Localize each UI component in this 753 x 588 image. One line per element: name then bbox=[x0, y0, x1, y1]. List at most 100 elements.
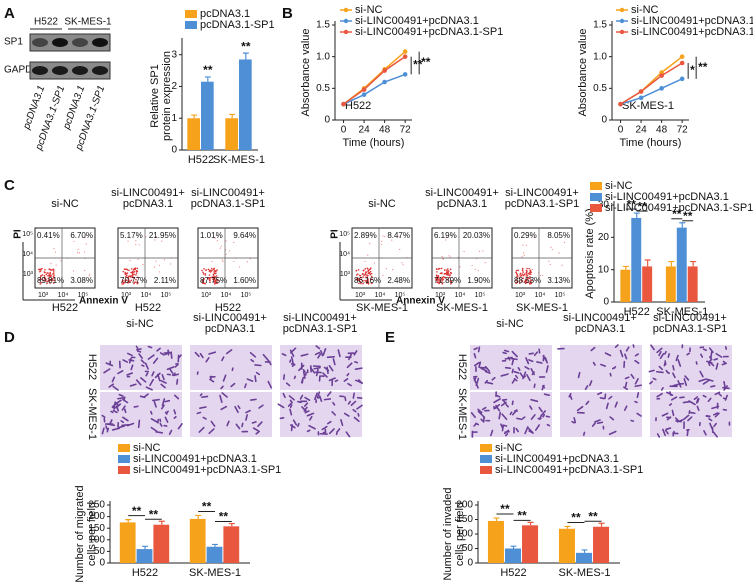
cell bbox=[511, 358, 515, 366]
cell bbox=[205, 357, 210, 363]
cell-dot bbox=[449, 268, 452, 271]
cell bbox=[524, 366, 530, 370]
column-title: pcDNA3.1 bbox=[205, 323, 255, 335]
cell-dot bbox=[52, 268, 54, 271]
cell-dot bbox=[209, 269, 211, 271]
blot-strip bbox=[29, 61, 111, 80]
cell bbox=[484, 365, 491, 372]
cell bbox=[147, 354, 155, 360]
cell-dot bbox=[60, 260, 62, 262]
bar bbox=[593, 526, 610, 563]
point bbox=[361, 87, 367, 92]
quadrant-percent: 70.77% bbox=[120, 276, 147, 285]
cell bbox=[122, 416, 129, 422]
cell bbox=[317, 353, 322, 359]
cell-dot bbox=[48, 280, 50, 283]
cell bbox=[322, 348, 327, 356]
cell bbox=[715, 362, 719, 370]
column-title: si-LINC00491+ bbox=[283, 312, 357, 324]
y-tick-label: 10³ bbox=[23, 271, 34, 278]
cell bbox=[504, 433, 509, 437]
cell bbox=[534, 424, 540, 431]
cell bbox=[498, 411, 502, 420]
cell-dot bbox=[357, 277, 360, 280]
cell-dot bbox=[442, 276, 445, 278]
cell bbox=[285, 382, 291, 387]
cell-dot bbox=[517, 275, 519, 277]
cell bbox=[623, 386, 629, 390]
y-tick-label: 250 bbox=[88, 500, 105, 511]
cell bbox=[656, 433, 661, 438]
cell bbox=[693, 396, 699, 401]
y-tick-label: 0 bbox=[324, 115, 330, 126]
point bbox=[638, 95, 644, 101]
significance: ** bbox=[672, 207, 682, 221]
cell-dot bbox=[363, 274, 365, 277]
x-tick-label: 24 bbox=[636, 125, 648, 136]
cell-dot bbox=[122, 283, 125, 285]
column-title: si-LINC00491+ bbox=[653, 312, 727, 324]
cell bbox=[108, 383, 115, 388]
cell-dot bbox=[38, 279, 40, 281]
y-tick-label: 0 bbox=[171, 145, 177, 156]
cell bbox=[306, 412, 315, 417]
cell bbox=[225, 349, 233, 355]
blot-band bbox=[72, 38, 88, 47]
cell bbox=[166, 366, 175, 371]
legend-label: si-NC bbox=[355, 4, 383, 16]
cell bbox=[594, 419, 601, 423]
cell-dot bbox=[89, 273, 91, 275]
cell-dot bbox=[225, 253, 227, 255]
cell bbox=[326, 366, 329, 375]
cell bbox=[255, 431, 260, 435]
cell-dot bbox=[45, 273, 48, 276]
cell bbox=[546, 423, 551, 427]
cell-dot bbox=[447, 272, 450, 275]
cell-dot bbox=[121, 283, 123, 285]
cell-dot bbox=[522, 277, 525, 279]
significance: ** bbox=[517, 509, 527, 523]
protein-label: SP1 bbox=[4, 37, 23, 48]
cell-dot bbox=[72, 270, 75, 272]
cell bbox=[156, 347, 161, 352]
cell-dot bbox=[135, 281, 137, 283]
cell bbox=[485, 381, 494, 385]
cell-dot bbox=[135, 243, 137, 246]
significance: ** bbox=[421, 55, 431, 69]
cell bbox=[234, 405, 239, 414]
cell bbox=[244, 383, 247, 389]
x-tick-label: 10⁴ bbox=[535, 292, 546, 299]
row-label: H522 bbox=[456, 354, 468, 380]
cell bbox=[159, 352, 165, 356]
cell bbox=[282, 392, 286, 399]
cell bbox=[353, 416, 360, 423]
cell-dot bbox=[528, 267, 530, 270]
cell bbox=[178, 354, 182, 359]
cell bbox=[208, 351, 217, 355]
cell bbox=[309, 367, 316, 374]
x-tick-label: H522 bbox=[624, 306, 650, 318]
cell-dot bbox=[155, 260, 157, 262]
cell bbox=[144, 362, 149, 370]
cell bbox=[480, 367, 488, 372]
cell-dot bbox=[448, 276, 451, 279]
cell-dot bbox=[209, 279, 211, 281]
cell bbox=[141, 364, 145, 367]
cell bbox=[337, 349, 341, 358]
cell-dot bbox=[124, 268, 127, 271]
cell-dot bbox=[384, 235, 386, 238]
cell-dot bbox=[73, 240, 75, 243]
cell-dot bbox=[446, 273, 448, 276]
panel-letter: E bbox=[385, 329, 395, 346]
cell-dot bbox=[204, 282, 206, 285]
legend-label: si-NC bbox=[605, 180, 633, 192]
column-title: si-NC bbox=[126, 318, 154, 330]
cell-dot bbox=[213, 267, 215, 270]
cell-dot bbox=[133, 277, 135, 280]
cell bbox=[597, 391, 603, 396]
cell-dot bbox=[437, 275, 440, 277]
y-tick-label: 150 bbox=[456, 514, 473, 525]
cell-dot bbox=[52, 273, 54, 275]
cell-dot bbox=[40, 281, 43, 284]
